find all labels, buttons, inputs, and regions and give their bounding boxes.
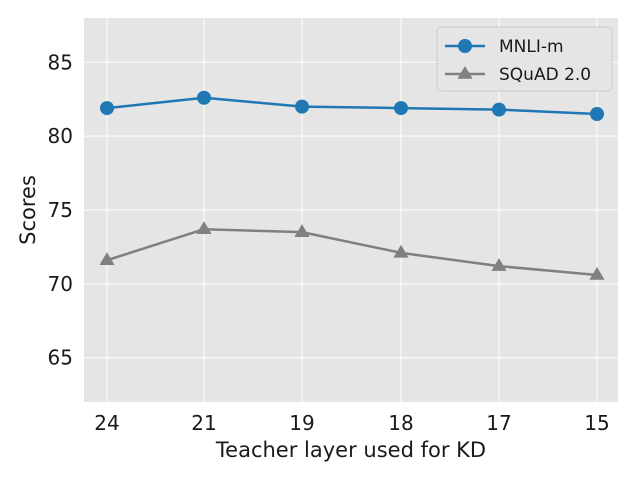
series-line [106, 227, 598, 277]
legend-marker [457, 66, 473, 79]
y-tick-label: 65 [48, 346, 73, 370]
x-axis-label: Teacher layer used for KD [215, 438, 486, 462]
y-tick-label: 70 [48, 272, 73, 296]
y-axis-label: Scores [16, 175, 40, 245]
series-line [106, 96, 598, 116]
legend-marker [458, 39, 472, 53]
data-point [197, 90, 211, 105]
data-point [590, 107, 604, 121]
y-tick-label: 85 [48, 50, 73, 74]
series-layer [99, 90, 605, 280]
data-point [393, 244, 409, 258]
legend-label: MNLI-m [499, 37, 564, 57]
data-point [99, 252, 115, 266]
data-point [294, 224, 310, 237]
x-tick-label: 24 [94, 411, 119, 435]
legend-entry: SQuAD 2.0 [445, 65, 591, 85]
x-tick-label: 19 [289, 411, 314, 435]
y-tick-label: 80 [48, 124, 73, 148]
data-point [100, 101, 114, 116]
x-tick-label: 15 [584, 411, 609, 435]
data-point [589, 266, 605, 280]
data-point [394, 101, 408, 116]
tick-labels: 24 21 19 18 17 15 65 70 75 80 85 [48, 50, 610, 435]
series-0 [100, 90, 604, 121]
x-tick-label: 21 [191, 411, 216, 435]
legend-entry: MNLI-m [445, 37, 564, 57]
x-tick-label: 18 [388, 411, 413, 435]
legend-label: SQuAD 2.0 [499, 65, 591, 85]
series-1 [99, 221, 605, 280]
data-point [491, 258, 507, 271]
legend: MNLI-m SQuAD 2.0 [436, 26, 613, 92]
data-point [196, 221, 212, 234]
data-point [492, 102, 506, 117]
y-tick-label: 75 [48, 198, 73, 222]
x-tick-label: 17 [486, 411, 511, 435]
data-point [295, 99, 309, 114]
